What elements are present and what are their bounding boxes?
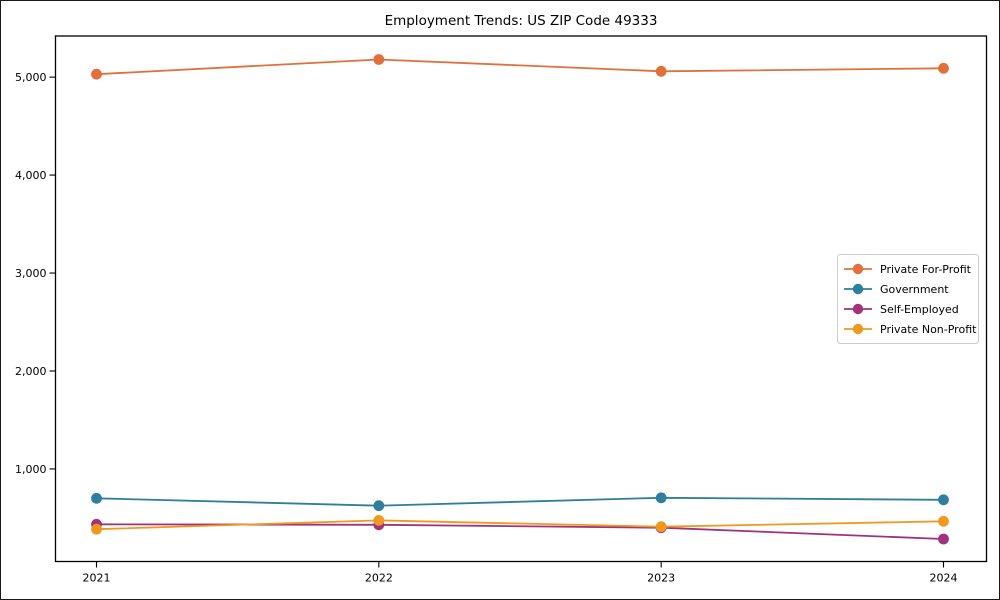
legend-label: Private For-Profit	[880, 263, 972, 276]
x-axis-tick-label: 2023	[647, 572, 675, 585]
data-point-private-non-profit-2023	[655, 521, 667, 533]
data-point-private-for-profit-2024	[938, 62, 949, 74]
legend-swatch-marker	[852, 323, 864, 335]
y-axis-tick-label: 3,000	[15, 267, 47, 280]
data-point-private-non-profit-2022	[373, 515, 385, 526]
legend-item-self-employed: Self-Employed	[844, 303, 959, 316]
legend-item-private-non-profit: Private Non-Profit	[844, 323, 977, 336]
plot-area: 1,000 2,000 3,000 4,000 5,000 2021 2022 2023 202…	[15, 35, 988, 585]
data-point-government-2024	[938, 494, 949, 506]
data-point-government-2021	[91, 492, 102, 504]
data-point-private-for-profit-2023	[655, 65, 667, 77]
x-axis-tick-label: 2021	[83, 572, 111, 585]
x-axis-tick-label: 2022	[365, 572, 393, 585]
data-point-government-2023	[655, 492, 667, 504]
y-axis-tick-label: 2,000	[15, 365, 47, 378]
series-line-private-for-profit	[95, 58, 945, 76]
series-line-self-employed	[95, 523, 945, 540]
y-axis-tick-label: 1,000	[15, 463, 47, 476]
legend-box	[837, 254, 979, 344]
data-point-private-for-profit-2021	[91, 68, 102, 80]
series-line-private-non-profit	[95, 519, 945, 531]
series-layer	[91, 54, 949, 545]
plot-border	[54, 35, 988, 563]
data-point-private-for-profit-2022	[373, 54, 385, 65]
data-point-private-non-profit-2021	[91, 523, 102, 535]
x-axis-tick-label: 2024	[930, 572, 958, 585]
legend-swatch-marker	[852, 263, 864, 275]
data-point-private-non-profit-2024	[938, 515, 949, 527]
legend: Private For-Profit Government Self-Employe…	[837, 254, 979, 344]
legend-label: Private Non-Profit	[880, 323, 977, 336]
series-line-government	[95, 496, 945, 507]
legend-label: Government	[880, 283, 949, 296]
data-point-self-employed-2024	[938, 533, 949, 545]
y-axis-tick-label: 5,000	[15, 71, 47, 84]
legend-swatch-marker	[852, 303, 864, 315]
legend-item-private-for-profit: Private For-Profit	[844, 263, 972, 276]
legend-item-government: Government	[844, 283, 949, 296]
legend-swatch-marker	[852, 283, 864, 295]
data-point-government-2022	[373, 500, 385, 512]
y-axis-tick-label: 4,000	[15, 169, 47, 182]
legend-label: Self-Employed	[880, 303, 959, 316]
chart-title: Employment Trends: US ZIP Code 49333	[385, 13, 658, 29]
